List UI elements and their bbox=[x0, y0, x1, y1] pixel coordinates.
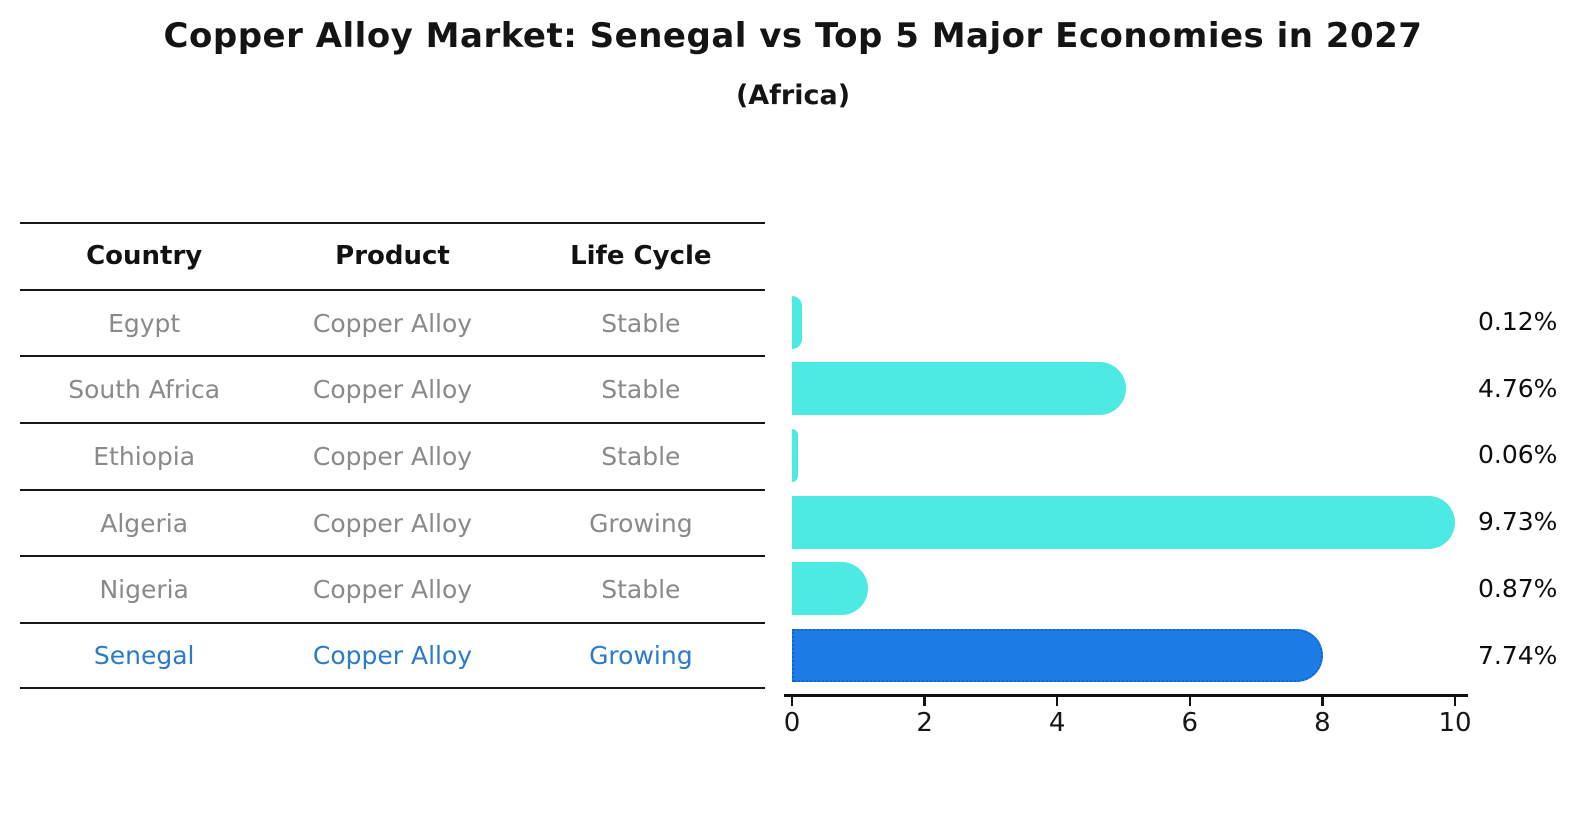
x-tick-mark-2 bbox=[923, 697, 926, 706]
x-tick-label-2: 2 bbox=[916, 708, 933, 738]
x-axis-line bbox=[784, 694, 1468, 697]
cell-country: Ethiopia bbox=[93, 441, 196, 471]
x-tick-mark-0 bbox=[790, 697, 794, 706]
table-header-country: Country bbox=[86, 241, 203, 272]
cell-life-cycle: Stable bbox=[601, 575, 681, 605]
table-body: Egypt Copper Alloy Stable South Africa Coppe… bbox=[20, 288, 765, 689]
x-tick-mark-8 bbox=[1321, 697, 1324, 706]
bar-ethiopia bbox=[792, 428, 798, 482]
x-tick-mark-4 bbox=[1055, 697, 1059, 706]
value-label-senegal: 7.74% bbox=[1478, 640, 1558, 670]
x-tick-label-0: 0 bbox=[783, 708, 801, 738]
bar-senegal bbox=[792, 629, 1324, 682]
value-label-egypt: 0.12% bbox=[1478, 307, 1558, 336]
cell-product: Copper Alloy bbox=[312, 640, 473, 670]
table-row-senegal: Senegal Copper Alloy Growing bbox=[20, 622, 765, 689]
cell-life-cycle: Stable bbox=[601, 308, 681, 338]
x-tick-label-4: 4 bbox=[1048, 708, 1066, 738]
bar-south-africa bbox=[792, 362, 1126, 416]
value-label-ethiopia: 0.06% bbox=[1478, 440, 1558, 470]
x-tick-label-10: 10 bbox=[1438, 708, 1472, 738]
cell-country: Algeria bbox=[100, 508, 189, 538]
x-tick-label-6: 6 bbox=[1181, 708, 1199, 738]
table-row-ethiopia: Ethiopia Copper Alloy Stable bbox=[20, 422, 765, 489]
table-header-product: Product bbox=[335, 241, 450, 272]
cell-country: South Africa bbox=[68, 375, 221, 405]
cell-product: Copper Alloy bbox=[312, 508, 473, 538]
table-row-nigeria: Nigeria Copper Alloy Stable bbox=[20, 555, 765, 622]
x-tick-mark-6 bbox=[1188, 697, 1192, 706]
cell-country: Nigeria bbox=[99, 575, 189, 605]
value-label-south-africa: 4.76% bbox=[1478, 373, 1558, 403]
country-table: Country Product Life Cycle Egypt Copper A… bbox=[20, 222, 765, 689]
cell-product: Copper Alloy bbox=[312, 308, 473, 338]
cell-life-cycle: Stable bbox=[601, 441, 681, 471]
value-label-algeria: 9.73% bbox=[1478, 507, 1558, 537]
table-header-row: Country Product Life Cycle bbox=[20, 222, 765, 289]
cell-country: Senegal bbox=[93, 640, 195, 670]
table-header-lifecycle: Life Cycle bbox=[570, 241, 712, 272]
cell-product: Copper Alloy bbox=[312, 441, 473, 471]
table-row-egypt: Egypt Copper Alloy Stable bbox=[20, 288, 765, 356]
value-label-nigeria: 0.87% bbox=[1478, 573, 1558, 603]
table-row-south-africa: South Africa Copper Alloy Stable bbox=[20, 355, 765, 422]
x-tick-label-8: 8 bbox=[1314, 708, 1331, 738]
bar-algeria bbox=[792, 495, 1456, 549]
cell-life-cycle: Growing bbox=[589, 640, 693, 670]
chart-subtitle: (Africa) bbox=[735, 80, 851, 111]
cell-country: Egypt bbox=[108, 308, 181, 338]
cell-product: Copper Alloy bbox=[312, 375, 473, 405]
cell-life-cycle: Growing bbox=[589, 508, 693, 538]
cell-product: Copper Alloy bbox=[312, 575, 473, 605]
cell-life-cycle: Stable bbox=[601, 375, 681, 405]
x-tick-mark-10 bbox=[1453, 697, 1457, 706]
bar-egypt bbox=[792, 295, 802, 349]
table-row-algeria: Algeria Copper Alloy Growing bbox=[20, 488, 765, 556]
chart-title: Copper Alloy Market: Senegal vs Top 5 Ma… bbox=[163, 16, 1423, 56]
bar-nigeria bbox=[792, 562, 868, 616]
